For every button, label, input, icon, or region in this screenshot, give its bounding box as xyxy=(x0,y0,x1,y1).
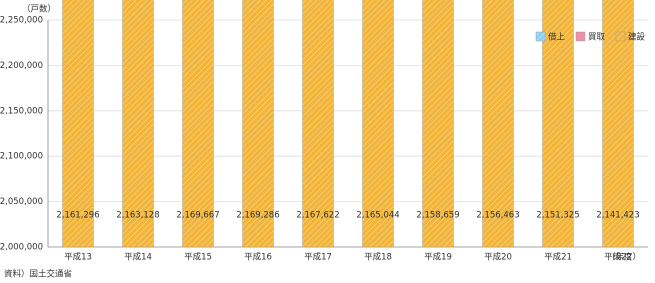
value-label: 2,165,044 xyxy=(356,211,399,221)
x-tick-label: 平成18 xyxy=(364,252,392,263)
x-tick-label: 平成15 xyxy=(184,252,212,263)
value-label: 2,163,128 xyxy=(116,211,159,221)
x-tick-label: 平成19 xyxy=(424,252,452,263)
legend-label: 建設 xyxy=(628,32,646,43)
y-unit-label: （戸数） xyxy=(22,4,56,15)
y-tick-label: 2,150,000 xyxy=(0,106,43,116)
legend-swatch xyxy=(535,31,546,42)
x-tick-label: 平成21 xyxy=(544,252,572,263)
x-tick-label: 平成13 xyxy=(64,252,92,263)
bar-segment xyxy=(242,0,274,248)
x-tick-label: 平成14 xyxy=(124,252,152,263)
value-label: 2,169,667 xyxy=(176,211,219,221)
value-label: 2,158,659 xyxy=(416,211,459,221)
value-label: 2,167,622 xyxy=(296,211,339,221)
source: 資料）国土交通省 xyxy=(4,269,73,280)
value-label: 2,169,286 xyxy=(236,211,279,221)
bar-segment xyxy=(302,0,334,248)
value-label: 2,156,463 xyxy=(476,211,519,221)
bar-segment xyxy=(122,0,154,248)
value-label: 2,141,423 xyxy=(596,211,639,221)
legend-label: 買取 xyxy=(588,33,606,43)
y-tick-label: 2,250,000 xyxy=(0,16,43,26)
x-unit-label: （年度） xyxy=(607,252,641,263)
x-tick-label: 平成17 xyxy=(304,252,332,263)
x-tick-label: 平成16 xyxy=(244,252,272,263)
bar-segment xyxy=(62,0,94,248)
y-tick-label: 2,000,000 xyxy=(0,243,43,253)
legend-label: 借上 xyxy=(548,32,566,43)
y-tick-label: 2,100,000 xyxy=(0,152,43,162)
bar-segment xyxy=(362,0,394,248)
value-label: 2,161,296 xyxy=(56,211,99,221)
y-tick-label: 2,200,000 xyxy=(0,61,43,71)
x-tick-label: 平成20 xyxy=(484,252,512,263)
x-tick-label: 平成22 xyxy=(604,252,632,263)
bar-segment xyxy=(482,0,514,248)
bar-segment xyxy=(182,0,214,248)
value-label: 2,151,325 xyxy=(536,211,579,221)
bar-segment xyxy=(422,0,454,248)
bar-segment xyxy=(542,0,574,248)
legend-swatch xyxy=(575,31,586,42)
legend-swatch xyxy=(615,31,626,42)
y-tick-label: 2,050,000 xyxy=(0,197,43,207)
